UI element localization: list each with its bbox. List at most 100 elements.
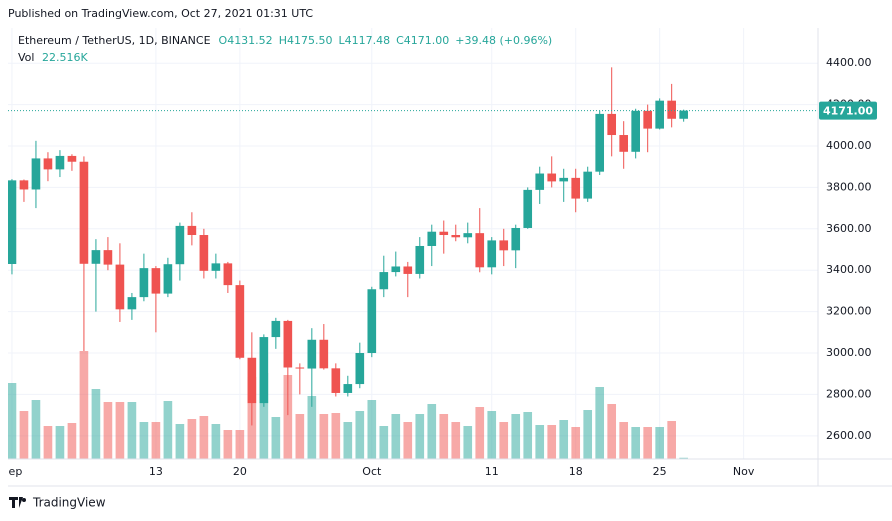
grid (8, 28, 818, 459)
candle-body (8, 180, 17, 264)
volume-bar (619, 422, 629, 459)
candle-body (211, 263, 221, 271)
volume-bar (427, 404, 437, 459)
candle-body (631, 110, 640, 152)
volume-bar (199, 416, 209, 459)
last-price-label: 4171.00 (823, 105, 873, 118)
candle-body (667, 100, 676, 119)
volume-bar (211, 424, 221, 459)
candle-body (439, 231, 449, 236)
candle-body (607, 113, 617, 136)
volume-bar (115, 402, 125, 459)
legend-change: +39.48 (+0.96%) (455, 34, 552, 47)
candle-body (127, 297, 137, 310)
footer: TradingView (32, 496, 106, 510)
x-tick-label: Sep (2, 465, 23, 478)
legend-high: H4175.50 (279, 34, 333, 47)
volume-bar (595, 387, 605, 459)
candle-body (367, 289, 377, 354)
volume-bar (175, 424, 185, 459)
candle-body (403, 266, 413, 274)
volume-bar (187, 419, 197, 459)
y-axis: 2600.00 2800.00 3000.00 3200.00 3400.00 3600.… (819, 56, 877, 442)
x-tick-label: Oct (362, 465, 382, 478)
candle-body (379, 272, 389, 290)
candle-body (19, 180, 29, 190)
candle-body (475, 233, 485, 268)
volume-bar (415, 414, 425, 459)
volume-bar (43, 426, 53, 459)
volume-bar (139, 422, 149, 459)
volume-bar (655, 427, 664, 459)
y-tick-label: 4000.00 (826, 139, 872, 152)
y-tick-label: 3200.00 (826, 305, 872, 318)
volume-bar (439, 414, 449, 459)
x-tick-label: 11 (485, 465, 499, 478)
volume-bar (523, 412, 533, 459)
volume-bar (127, 402, 137, 459)
volume-bar (355, 411, 365, 459)
volume-bar (607, 404, 617, 459)
y-tick-label: 4400.00 (826, 56, 872, 69)
volume-bar (331, 413, 341, 459)
logo-icon (9, 497, 23, 508)
candle-body (511, 227, 521, 251)
volume-bar (547, 425, 557, 459)
candle-body (595, 113, 605, 172)
candle-body (55, 155, 65, 170)
candle-body (235, 285, 245, 358)
volume-bar (451, 422, 461, 459)
volume-bar (559, 420, 569, 459)
candle-body (571, 177, 581, 199)
plot (8, 67, 818, 459)
volume-bar (55, 426, 65, 459)
volume-bar (223, 430, 233, 459)
candle-body (679, 110, 688, 119)
legend-volume: 22.516K (42, 51, 88, 64)
legend-open: O4131.52 (219, 34, 273, 47)
volume-bar (343, 422, 353, 459)
legend-volume-name: Vol (18, 51, 34, 64)
candle-body (487, 240, 497, 268)
volume-bar (295, 414, 305, 459)
volume-bar (583, 410, 593, 459)
volume-bar (475, 407, 485, 459)
volume-bar (463, 426, 473, 459)
candle-body (427, 231, 437, 246)
volume-bar (67, 423, 77, 459)
candle-body (283, 320, 293, 368)
candle-body (535, 173, 545, 190)
candle-body (115, 264, 125, 310)
header: Published on TradingView.com, Oct 27, 20… (8, 7, 313, 20)
volume-bar (499, 422, 509, 459)
candle-body (91, 250, 101, 264)
candle-body (187, 225, 197, 236)
candle-body (43, 158, 53, 170)
candle-body (139, 268, 149, 298)
candle-body (343, 384, 353, 393)
logo: TradingView (9, 496, 106, 510)
volume-bar (163, 401, 173, 459)
candle-body (499, 240, 509, 251)
candle-body (355, 353, 365, 385)
candle-body (247, 357, 257, 404)
candle-body (655, 100, 664, 129)
candle-body (331, 368, 341, 393)
candle-body (559, 177, 569, 182)
legend: Ethereum / TetherUS, 1D, BINANCE O4131.5… (18, 34, 552, 64)
x-axis: Sep 13 20 Oct 11 18 25 Nov (2, 465, 755, 478)
candle-body (163, 264, 173, 294)
volume-bar (535, 425, 545, 459)
volume-bar (103, 402, 113, 459)
volume-bar (19, 411, 29, 459)
candle-body (223, 263, 233, 286)
y-tick-label: 3800.00 (826, 180, 872, 193)
candle-body (391, 266, 401, 273)
volume-bar (679, 457, 688, 459)
legend-low: L4117.48 (338, 34, 390, 47)
candle-body (643, 110, 652, 129)
volume-bar (403, 422, 413, 459)
x-tick-label: 20 (233, 465, 247, 478)
candle-body (307, 339, 317, 369)
